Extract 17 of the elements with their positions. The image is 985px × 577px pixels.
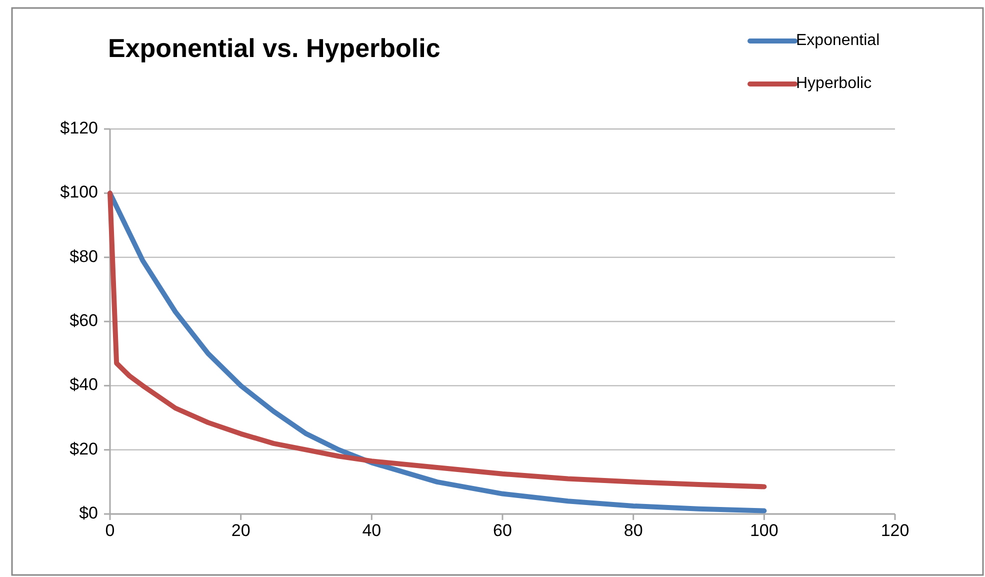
x-tick-label: 80 [624,521,643,540]
y-tick-label: $0 [79,503,98,522]
y-tick-label: $60 [70,310,98,330]
x-tick-label: 120 [880,521,910,540]
chart-title: Exponential vs. Hyperbolic [108,32,440,63]
x-tick-label: 60 [493,521,512,540]
y-tick-label: $100 [60,182,98,202]
y-tick-label: $20 [70,439,98,458]
legend-label: Exponential [796,32,880,50]
legend-label: Hyperbolic [796,75,872,92]
y-tick-label: $40 [70,375,98,394]
y-tick-label: $120 [60,118,98,138]
y-tick-label: $80 [70,246,98,266]
x-tick-label: 100 [750,521,778,540]
x-tick-label: 0 [105,521,115,540]
x-tick-label: 40 [362,521,382,540]
x-tick-label: 20 [231,521,250,540]
